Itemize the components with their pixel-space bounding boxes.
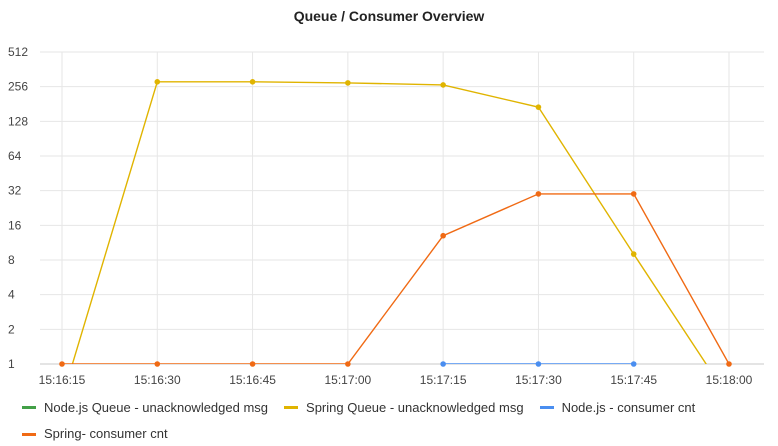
legend-label: Spring- consumer cnt <box>44 426 168 441</box>
chart-title: Queue / Consumer Overview <box>293 8 485 24</box>
x-tick-label: 15:17:30 <box>515 373 562 387</box>
y-tick-label: 64 <box>8 149 22 163</box>
data-point-series-1-x-1 <box>154 79 161 85</box>
legend-item[interactable]: Spring- consumer cnt <box>22 422 168 446</box>
data-point-series-3-x-6 <box>630 191 637 197</box>
x-tick-label: 15:17:15 <box>420 373 467 387</box>
legend-item[interactable]: Node.js Queue - unacknowledged msg <box>22 396 268 420</box>
y-tick-label: 512 <box>8 45 28 59</box>
data-point-series-2-x-6 <box>630 361 637 367</box>
y-tick-label: 8 <box>8 253 15 267</box>
series-line-1 <box>71 81 707 364</box>
data-point-series-3-x-3 <box>345 361 351 367</box>
data-point-series-1-x-5 <box>535 104 542 110</box>
legend-swatch <box>539 406 554 409</box>
x-tick-label: 15:17:00 <box>324 373 371 387</box>
data-point-series-2-x-4 <box>440 361 446 367</box>
data-point-series-3-x-1 <box>154 361 161 367</box>
x-tick-label: 15:16:15 <box>39 373 86 387</box>
legend-label: Node.js Queue - unacknowledged msg <box>44 399 269 415</box>
data-point-series-3-x-5 <box>535 191 542 197</box>
y-tick-label: 4 <box>8 288 15 302</box>
data-point-series-3-x-0 <box>59 361 65 367</box>
y-tick-label: 32 <box>8 184 22 198</box>
data-point-series-1-x-3 <box>345 80 351 86</box>
series-line-3 <box>62 193 730 364</box>
data-point-series-2-x-5 <box>535 361 542 367</box>
x-tick-label: 15:18:00 <box>706 373 753 387</box>
x-tick-label: 15:16:45 <box>229 373 276 387</box>
series-lines <box>62 81 730 364</box>
data-point-series-3-x-2 <box>249 361 256 367</box>
y-tick-label: 128 <box>8 114 28 128</box>
legend-label: Node.js - consumer cnt <box>561 399 696 415</box>
legend-item[interactable]: Spring Queue - unacknowledged msg <box>284 396 524 420</box>
data-point-series-3-x-7 <box>726 361 732 367</box>
legend-swatch <box>22 406 36 409</box>
data-point-series-3-x-4 <box>440 232 446 239</box>
legend-swatch <box>284 406 299 409</box>
y-tick-label: 1 <box>8 357 15 371</box>
chart-plot-area: 1 2 4 8 16 32 64 128 256 512 15:16:15 15:16:30 15:16… <box>8 45 764 387</box>
y-tick-label: 2 <box>8 322 15 336</box>
legend-label: Spring Queue - unacknowledged msg <box>306 399 524 415</box>
legend-item[interactable]: Node.js - consumer cnt <box>539 396 696 420</box>
legend-swatch <box>22 432 36 436</box>
x-tick-label: 15:16:30 <box>134 373 181 387</box>
data-point-series-1-x-2 <box>249 79 256 85</box>
data-point-series-1-x-4 <box>440 82 446 88</box>
y-tick-label: 16 <box>8 218 22 232</box>
x-tick-label: 15:17:45 <box>610 373 657 387</box>
chart-legend: Node.js Queue - unacknowledged msg Spring… <box>22 393 762 446</box>
y-tick-label: 256 <box>8 80 28 94</box>
data-point-series-1-x-6 <box>630 251 637 257</box>
